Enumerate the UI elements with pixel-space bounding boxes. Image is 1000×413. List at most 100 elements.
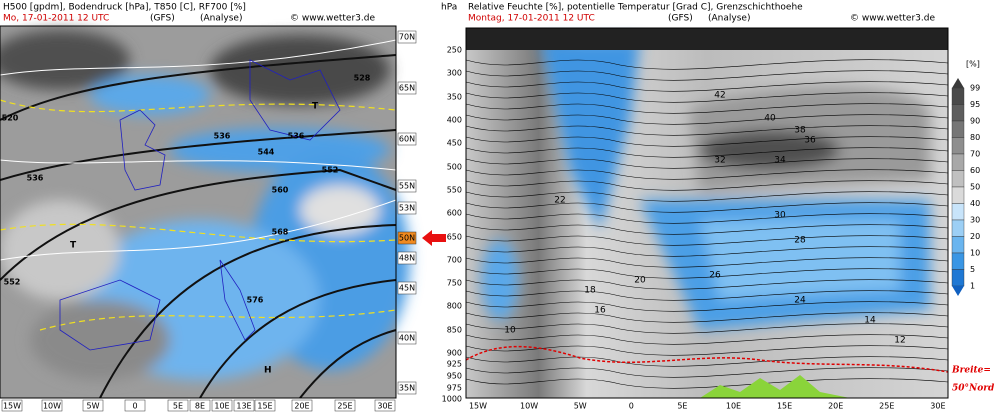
temperature-lines [0,99,397,331]
isentrope [465,103,949,114]
lon-label: 25E [879,402,894,411]
isentrope [465,70,949,81]
header-analysis: (Analyse) [200,14,242,24]
header-model: (GFS) [668,14,693,24]
pressure-lines [0,39,397,261]
pressure-label: 950 [447,372,462,381]
isentrope [465,345,949,356]
isentrope [465,59,949,70]
colorbar-swatch [951,203,965,221]
isentrope [465,213,949,224]
lon-box [211,399,233,412]
isentrope [465,367,949,378]
contour-label: 536 [288,132,305,141]
lat-label: 45N [399,284,415,293]
lon-label: 5E [677,402,687,411]
isentrope-label: 24 [794,296,806,306]
isentrope [465,301,949,312]
lat-label: 70N [399,33,415,42]
isentrope [465,323,949,334]
pressure-center: H [264,366,272,376]
isentrope-label: 32 [714,156,725,166]
colorbar-swatch [951,186,965,204]
lon-box [291,399,313,412]
top-band [466,28,948,50]
lon-label: 15E [257,402,272,411]
lat-box [397,81,417,95]
isentrope [465,334,949,345]
coastlines [59,59,341,351]
pressure-label: 750 [447,279,462,288]
lon-label: 15W [3,402,21,411]
lon-box [374,399,396,412]
contour-label: 536 [27,174,44,183]
pressure-label: 400 [447,116,462,125]
lon-label: 13E [236,402,251,411]
lat-box [397,30,417,44]
colorbar-swatch [951,269,965,287]
lon-label: 0 [132,402,137,411]
pressure-label: 550 [447,186,462,195]
header-source: © www.wetter3.de [850,14,935,24]
isentrope-label: 20 [634,276,646,286]
pressure-label: 450 [447,139,462,148]
header-title: Relative Feuchte [%], potentielle Temper… [468,3,803,13]
lat-box [397,281,417,295]
lon-label: 30E [930,402,945,411]
cross-section [465,27,949,399]
pressure-label: 800 [447,302,462,311]
isentrope [465,246,949,257]
isentrope [465,180,949,191]
map-frame [0,25,397,399]
colorbar-unit: [%] [966,60,980,69]
header-title: H500 [gpdm], Bodendruck [hPa], T850 [C],… [3,3,246,13]
isentrope [465,158,949,169]
isentrope [465,235,949,246]
lat-box [397,179,417,193]
colorbar-label: 80 [970,133,980,142]
lat-label: 60N [399,135,415,144]
lon-label: 0 [629,402,634,411]
isentrope [465,279,949,290]
lat-label: 48N [399,254,415,263]
colorbar-label: 1 [970,282,975,291]
isentrope [465,136,949,147]
lat-label: 40N [399,334,415,343]
isentrope [465,290,949,301]
colorbar-swatch [951,120,965,138]
lon-label: 10W [43,402,61,411]
lat-label: 35N [399,384,415,393]
isentrope-label: 28 [794,236,806,246]
isentrope-label: 22 [554,196,565,206]
colorbar-label: 5 [970,265,975,274]
contour-label: 520 [2,114,19,123]
lat-box [397,132,417,146]
colorbar-swatch [951,252,965,270]
lon-box [254,399,276,412]
pressure-label: 600 [447,209,462,218]
lat-box [397,251,417,265]
isentrope [465,125,949,136]
geopotential-lines [0,54,397,399]
isentrope-label: 10 [504,326,516,336]
colorbar-swatch [951,170,965,188]
isentrope-label: 34 [774,156,786,166]
lat-label: 53N [399,204,415,213]
contour-label: 536 [214,132,231,141]
lon-label: 15E [777,402,792,411]
lon-box [82,399,104,412]
pressure-label: 900 [447,349,462,358]
colorbar-cap [952,78,964,88]
colorbar-swatch [951,104,965,122]
contour-label: 560 [272,186,289,195]
isentrope [465,81,949,92]
isentropes [465,59,949,389]
isentrope [465,378,949,389]
lon-box [41,399,63,412]
lon-label: 20E [828,402,843,411]
colorbar-label: 50 [970,183,980,192]
colorbar-label: 30 [970,216,980,225]
header-source: © www.wetter3.de [290,14,375,24]
lon-label: 30E [377,402,392,411]
